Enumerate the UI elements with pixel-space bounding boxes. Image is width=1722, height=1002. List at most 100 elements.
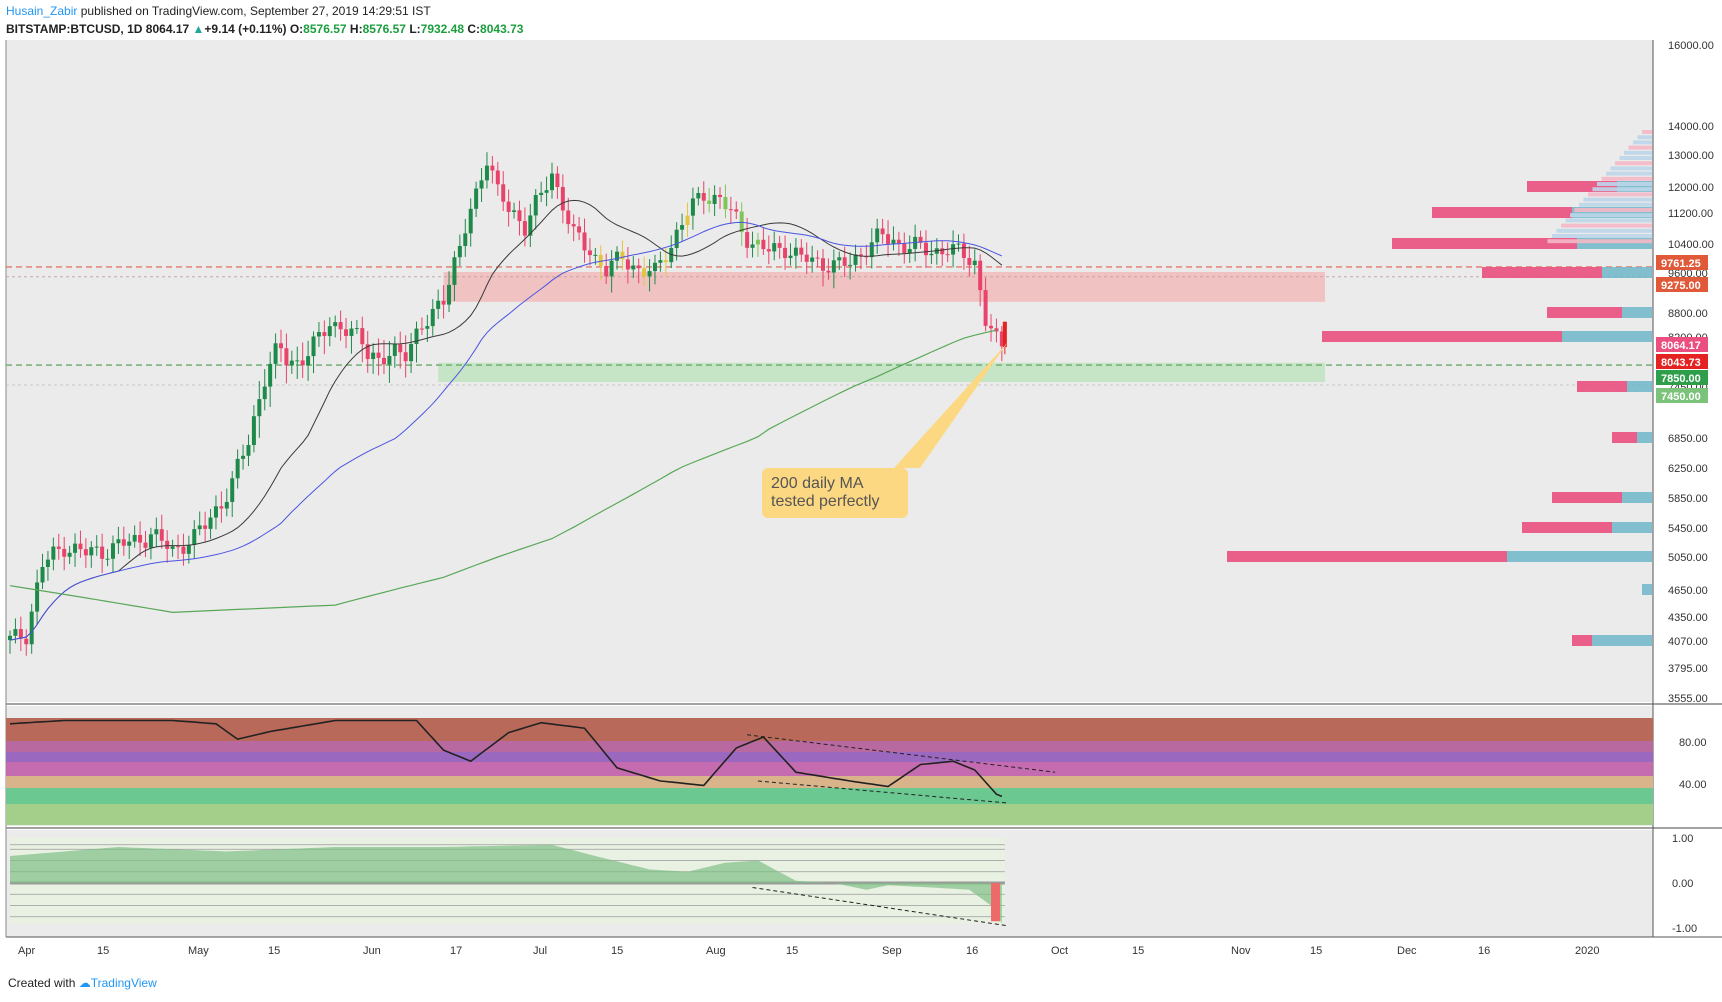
author-link[interactable]: Husain_Zabir	[6, 4, 78, 18]
price-label: 9275.00	[1661, 280, 1701, 292]
candle-body	[273, 343, 278, 364]
open-value: 8576.57	[303, 22, 347, 36]
candle-body	[452, 257, 457, 285]
price-axis-tick: 4650.00	[1668, 585, 1708, 597]
support-zone	[438, 362, 1325, 382]
candle-body	[213, 506, 218, 518]
volume-profile-bar	[1597, 182, 1652, 186]
candle-body	[544, 190, 549, 193]
candle-body	[463, 233, 468, 246]
candle-body	[842, 257, 847, 266]
volume-profile-up-bar	[1627, 381, 1652, 392]
volume-profile-up-bar	[1602, 267, 1652, 278]
candle-body	[918, 236, 923, 243]
publish-info: published on TradingView.com, September …	[80, 4, 431, 18]
candle-body	[230, 478, 235, 502]
candle-body	[945, 254, 950, 256]
candle-body	[853, 254, 858, 265]
candle-body	[349, 328, 354, 336]
candle-body	[371, 352, 376, 360]
price-axis-tick: 10400.00	[1668, 239, 1714, 251]
candle-body	[51, 546, 56, 560]
time-axis-tick: 17	[450, 945, 462, 957]
candle-body	[224, 501, 229, 509]
candle-body	[587, 250, 592, 256]
volume-profile-up-bar	[1562, 331, 1652, 342]
time-axis-tick: 15	[97, 945, 109, 957]
price-axis-tick: 3555.00	[1668, 693, 1708, 705]
candle-body	[598, 254, 603, 267]
candle-body	[571, 224, 576, 227]
candle-body	[755, 239, 760, 245]
candle-body	[609, 260, 614, 277]
candle-body	[419, 328, 424, 330]
ma200-line	[9, 329, 997, 614]
candle-body	[360, 328, 365, 345]
volume-profile-bar	[1610, 166, 1652, 171]
candle-body	[457, 245, 462, 258]
candle-body	[550, 173, 554, 191]
candle-body	[923, 242, 928, 256]
volume-profile-bar	[1556, 228, 1652, 233]
candle-body	[365, 344, 370, 360]
candle-body	[105, 558, 110, 560]
volume-profile-up-bar	[1577, 238, 1652, 249]
candle-body	[956, 243, 961, 245]
candle-body	[241, 455, 246, 459]
candle-body	[652, 262, 657, 272]
volume-profile-down-bar	[1482, 267, 1602, 278]
candle-body	[793, 247, 798, 256]
symbol-line: BITSTAMP:BTCUSD, 1D 8064.17 ▲+9.14 (+0.1…	[6, 22, 523, 36]
candle-body	[517, 210, 522, 222]
price-label: 9761.25	[1661, 258, 1701, 270]
candle-body	[300, 360, 305, 366]
candle-body	[24, 638, 29, 645]
candle-body	[929, 253, 934, 256]
price-label-bg	[1656, 255, 1708, 270]
volume-profile-bar	[1615, 161, 1652, 166]
candle-body	[994, 328, 999, 332]
candle-body	[864, 256, 869, 258]
candle-body	[154, 529, 159, 535]
candle-body	[409, 343, 414, 362]
candle-body	[902, 243, 907, 254]
tradingview-link[interactable]: TradingView	[90, 976, 157, 990]
candle-body	[880, 228, 885, 235]
candle-body	[116, 539, 121, 544]
volume-profile-down-bar	[1227, 551, 1507, 562]
candle-body	[219, 506, 224, 509]
candle-body	[886, 234, 891, 244]
price-axis-tick: 6250.00	[1668, 463, 1708, 475]
candle-body	[18, 629, 23, 639]
candle-body	[143, 542, 148, 548]
price-label-bg	[1656, 277, 1708, 292]
candle-body	[176, 546, 181, 548]
candle-body	[121, 539, 126, 546]
candle-body	[593, 254, 598, 256]
candle-body	[907, 248, 912, 254]
price-axis-tick: 11200.00	[1668, 208, 1713, 220]
candle-body	[8, 635, 12, 641]
candle-body	[577, 226, 582, 233]
candle-body	[799, 247, 804, 255]
created-with-label: Created with	[8, 976, 76, 990]
volume-profile-up-bar	[1592, 635, 1652, 646]
candle-body	[875, 228, 880, 243]
volume-profile-bar	[1642, 130, 1652, 134]
volume-profile-bar	[1592, 187, 1652, 192]
candle-body	[490, 165, 495, 171]
rsi-axis-tick: 80.00	[1679, 737, 1707, 749]
candle-body	[615, 251, 620, 261]
volume-profile-up-bar	[1507, 551, 1652, 562]
price-label-bg	[1656, 354, 1708, 369]
candle-body	[821, 258, 825, 271]
candle-body	[165, 540, 170, 549]
candle-body	[474, 188, 479, 209]
volume-profile-down-bar	[1392, 238, 1577, 249]
candle-body	[566, 210, 571, 225]
time-axis-tick: 16	[1478, 945, 1490, 957]
candle-body	[251, 416, 256, 446]
candle-body	[972, 260, 977, 266]
volume-profile-up-bar	[1622, 307, 1652, 318]
